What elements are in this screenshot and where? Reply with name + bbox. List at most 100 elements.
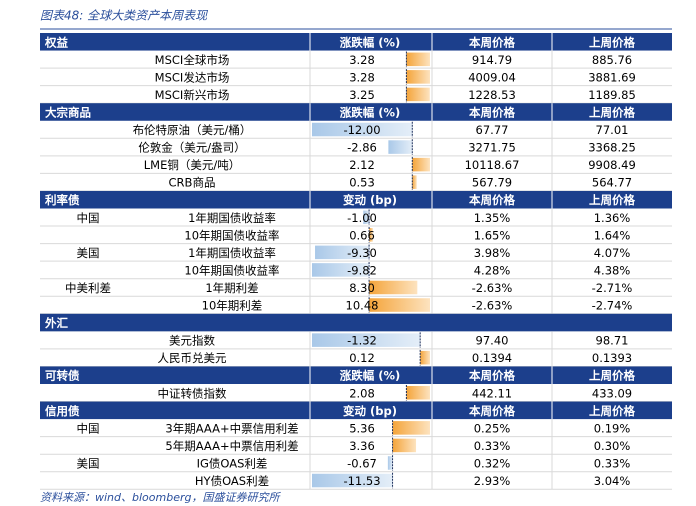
this-week: 67.77 <box>476 123 509 137</box>
last-week: -2.71% <box>592 281 633 295</box>
change: -9.30 <box>347 246 377 260</box>
item: 1年期国债收益率 <box>188 211 276 225</box>
this-week: 3271.75 <box>468 141 516 155</box>
column-header: 本周价格 <box>469 369 515 383</box>
region: 中美利差 <box>65 281 111 295</box>
section-name: 可转债 <box>45 369 80 383</box>
this-week: 0.1394 <box>472 351 512 365</box>
change-bar <box>312 473 393 488</box>
item: 人民币兑美元 <box>158 351 227 365</box>
section-name: 权益 <box>44 35 68 49</box>
change-bar <box>369 298 430 312</box>
last-week: 3881.69 <box>588 70 636 84</box>
this-week: 10118.67 <box>465 158 520 172</box>
last-week: 0.30% <box>594 439 631 453</box>
last-week: 3368.25 <box>588 141 636 155</box>
section-name: 外汇 <box>44 316 68 330</box>
item: 10年期国债收益率 <box>184 228 279 242</box>
source: 资料来源：wind、bloomberg，国盛证券研究所 <box>40 491 281 504</box>
region: 美国 <box>77 246 100 260</box>
item: CRB商品 <box>169 176 216 190</box>
change-bar <box>412 175 417 189</box>
change: -11.53 <box>343 474 380 488</box>
title: 图表48: 全球大类资产本周表现 <box>40 9 208 23</box>
this-week: 914.79 <box>472 53 512 67</box>
change: -1.00 <box>347 211 377 225</box>
column-header: 上周价格 <box>589 404 635 418</box>
column-header: 上周价格 <box>589 369 635 383</box>
region: 中国 <box>77 211 100 225</box>
last-week: 9908.49 <box>588 158 636 172</box>
last-week: 564.77 <box>592 176 632 190</box>
item: 1年期利差 <box>205 281 258 295</box>
last-week: 433.09 <box>592 386 632 400</box>
this-week: 0.32% <box>474 456 511 470</box>
item: 5年期AAA+中票信用利差 <box>165 439 298 453</box>
change: -2.86 <box>347 141 377 155</box>
item: 布伦特原油（美元/桶） <box>133 123 252 137</box>
last-week: 4.07% <box>594 246 631 260</box>
change: 0.53 <box>349 176 375 190</box>
column-header: 本周价格 <box>469 105 515 119</box>
last-week: 1189.85 <box>588 88 636 102</box>
item: MSCI发达市场 <box>155 70 230 84</box>
column-header: 本周价格 <box>469 404 515 418</box>
change: 0.66 <box>349 228 375 242</box>
column-header: 上周价格 <box>589 105 635 119</box>
last-week: 77.01 <box>596 123 629 137</box>
item: 10年期利差 <box>202 299 263 313</box>
section-name: 信用债 <box>45 404 80 418</box>
last-week: 1.36% <box>594 211 631 225</box>
this-week: 97.40 <box>476 334 509 348</box>
column-header: 上周价格 <box>589 35 635 49</box>
change: -12.00 <box>343 123 380 137</box>
change: 3.28 <box>349 53 375 67</box>
item: 伦敦金（美元/盎司） <box>138 141 245 155</box>
this-week: 442.11 <box>472 386 512 400</box>
last-week: 0.1393 <box>592 351 632 365</box>
column-header: 本周价格 <box>469 35 515 49</box>
this-week: 0.25% <box>474 421 511 435</box>
item: 1年期国债收益率 <box>188 246 276 260</box>
column-header: 上周价格 <box>589 193 635 207</box>
change: 2.12 <box>349 158 375 172</box>
change-bar <box>369 280 418 295</box>
change-bar <box>420 350 430 365</box>
change: 3.25 <box>349 88 375 102</box>
item: 3年期AAA+中票信用利差 <box>165 421 298 435</box>
change-bar <box>392 438 417 453</box>
this-week: 2.93% <box>474 474 511 488</box>
this-week: 1.35% <box>474 211 511 225</box>
change: -1.32 <box>347 334 377 348</box>
this-week: -2.63% <box>472 281 513 295</box>
region: 美国 <box>77 456 100 470</box>
change-bar <box>312 122 413 137</box>
change-bar <box>387 456 393 470</box>
change: -0.67 <box>347 456 377 470</box>
column-header: 涨跌幅 (%) <box>340 369 401 383</box>
section-header-bg <box>40 366 672 384</box>
this-week: -2.63% <box>472 299 513 313</box>
section-header-bg <box>40 103 672 121</box>
change: 0.12 <box>349 351 375 365</box>
column-header: 本周价格 <box>469 193 515 207</box>
last-week: 0.33% <box>594 456 631 470</box>
section-header-bg <box>40 401 672 420</box>
change-bar <box>406 87 430 102</box>
section-name: 利率债 <box>44 193 80 207</box>
this-week: 1228.53 <box>468 88 516 102</box>
change-bar <box>388 140 413 154</box>
change: 5.36 <box>349 421 375 435</box>
change-bar <box>312 263 370 277</box>
item: HY债OAS利差 <box>195 474 269 488</box>
column-header: 涨跌幅 (%) <box>340 105 401 119</box>
change-bar <box>315 245 370 260</box>
section-header-bg <box>40 33 672 51</box>
change-bar <box>412 157 430 172</box>
last-week: -2.74% <box>592 299 633 313</box>
change: 3.28 <box>349 70 375 84</box>
column-header: 变动 (bp) <box>343 193 397 207</box>
change: 3.36 <box>349 439 375 453</box>
change: 10.48 <box>346 299 379 313</box>
